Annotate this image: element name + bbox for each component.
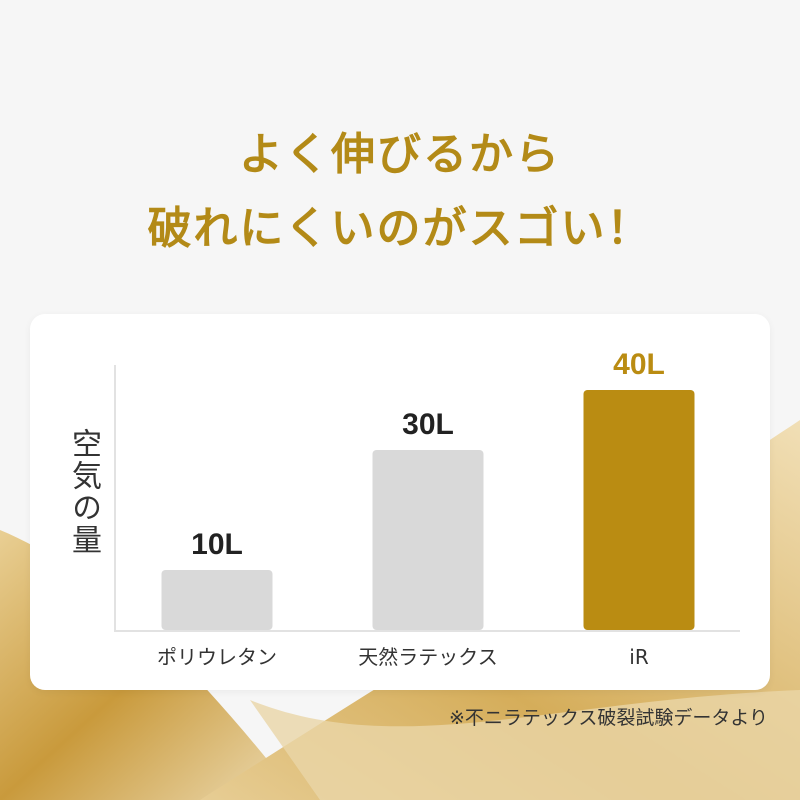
headline-line-1: よく伸びるから: [239, 129, 561, 180]
bar-1: [161, 570, 273, 630]
bar-3: [583, 390, 695, 630]
category-label: ポリウレタン: [157, 645, 277, 669]
category-label: 天然ラテックス: [358, 645, 497, 669]
headline-line-2: 破れにくいのがスゴい！: [147, 203, 653, 254]
category-label: iR: [629, 645, 649, 669]
y-axis-label: 空気の量: [66, 428, 101, 556]
footnote: ※不ニラテックス破裂試験データより: [449, 707, 768, 729]
data-label: 30L: [402, 408, 454, 441]
data-label: 40L: [613, 348, 665, 381]
data-label: 10L: [191, 528, 243, 561]
bar-2: [372, 450, 484, 630]
